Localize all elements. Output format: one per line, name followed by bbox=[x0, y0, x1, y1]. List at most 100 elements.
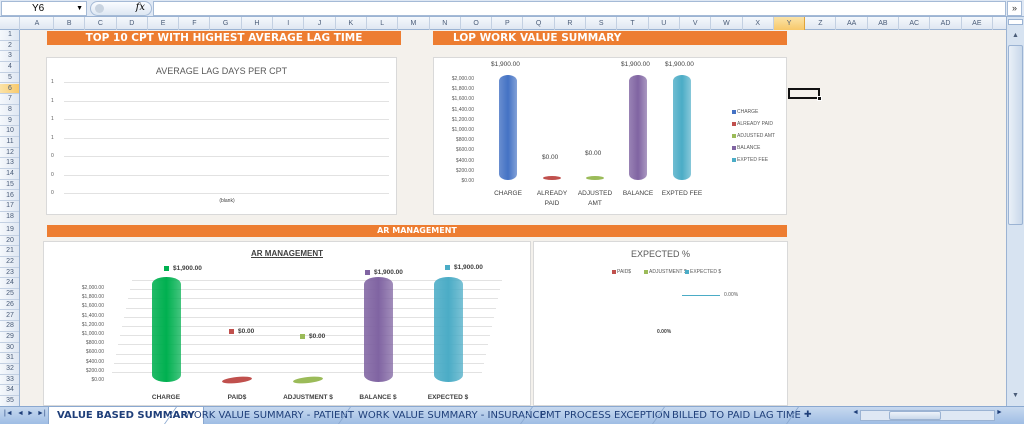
bar-adjustment-[interactable] bbox=[292, 375, 324, 385]
row-header-30[interactable]: 30 bbox=[0, 343, 19, 354]
row-header-21[interactable]: 21 bbox=[0, 246, 19, 257]
splitter-knob-icon[interactable] bbox=[95, 4, 104, 13]
row-header-28[interactable]: 28 bbox=[0, 321, 19, 332]
sheet-tab-billed-to-paid-lag-time[interactable]: BILLED TO PAID LAG TIME bbox=[672, 410, 801, 421]
bar-expected-[interactable] bbox=[434, 277, 463, 382]
row-header-3[interactable]: 3 bbox=[0, 51, 19, 63]
column-header-a[interactable]: A bbox=[21, 17, 54, 30]
row-header-11[interactable]: 11 bbox=[0, 137, 19, 148]
row-header-12[interactable]: 12 bbox=[0, 148, 19, 159]
name-box[interactable]: Y6 ▼ bbox=[1, 1, 87, 16]
row-header-8[interactable]: 8 bbox=[0, 105, 19, 116]
column-header-v[interactable]: V bbox=[680, 17, 712, 30]
legend-item[interactable]: ADJUSTMENT $ bbox=[644, 269, 687, 275]
horizontal-scrollbar[interactable]: ◄ ► bbox=[852, 409, 1003, 422]
scroll-right-arrow-icon[interactable]: ► bbox=[996, 409, 1003, 416]
legend-item[interactable]: ADJUSTED AMT bbox=[732, 133, 775, 139]
scroll-left-arrow-icon[interactable]: ◄ bbox=[852, 409, 859, 416]
row-header-14[interactable]: 14 bbox=[0, 169, 19, 180]
column-header-e[interactable]: E bbox=[148, 17, 180, 30]
column-header-o[interactable]: O bbox=[461, 17, 493, 30]
column-header-b[interactable]: B bbox=[54, 17, 86, 30]
column-header-h[interactable]: H bbox=[242, 17, 274, 30]
column-header-q[interactable]: Q bbox=[524, 17, 555, 30]
column-header-w[interactable]: W bbox=[711, 17, 743, 30]
column-header-l[interactable]: L bbox=[367, 17, 399, 30]
vertical-scroll-thumb[interactable] bbox=[1008, 45, 1023, 225]
chevron-down-icon[interactable]: ▼ bbox=[76, 5, 83, 12]
column-header-r[interactable]: R bbox=[555, 17, 587, 30]
row-header-29[interactable]: 29 bbox=[0, 332, 19, 343]
row-header-7[interactable]: 7 bbox=[0, 94, 19, 105]
row-header-22[interactable]: 22 bbox=[0, 257, 19, 268]
row-header-19[interactable]: 19 bbox=[0, 223, 19, 236]
row-header-4[interactable]: 4 bbox=[0, 62, 19, 73]
row-header-2[interactable]: 2 bbox=[0, 41, 19, 52]
scroll-up-arrow-icon[interactable]: ▲ bbox=[1012, 32, 1019, 39]
selected-cell[interactable] bbox=[788, 88, 822, 101]
chart-lop-work-value[interactable]: $2,000.00 $1,800.00 $1,600.00 $1,400.00 $1,2… bbox=[433, 57, 787, 215]
column-header-j[interactable]: J bbox=[304, 17, 336, 30]
row-header-18[interactable]: 18 bbox=[0, 212, 19, 223]
row-header-20[interactable]: 20 bbox=[0, 236, 19, 247]
insert-function-control[interactable]: fx bbox=[90, 1, 152, 16]
row-header-5[interactable]: 5 bbox=[0, 73, 19, 84]
row-header-34[interactable]: 34 bbox=[0, 385, 19, 397]
chart-ar-management[interactable]: AR MANAGEMENT $2,000.00 $1,800.00 $1,600.0… bbox=[43, 241, 531, 406]
row-header-10[interactable]: 10 bbox=[0, 126, 19, 137]
bar-already-paid[interactable] bbox=[543, 176, 561, 180]
chart-expected-percent[interactable]: EXPECTED % PAID$ ADJUSTMENT $ EXPECTED $ 0… bbox=[533, 241, 788, 406]
worksheet-grid[interactable]: TOP 10 CPT WITH HIGHEST AVERAGE LAG TIME… bbox=[21, 30, 1006, 406]
column-header-ac[interactable]: AC bbox=[899, 17, 931, 30]
row-header-35[interactable]: 35 bbox=[0, 396, 19, 406]
last-sheet-icon[interactable]: ►| bbox=[37, 410, 46, 417]
bar-charge[interactable] bbox=[499, 75, 517, 180]
fill-handle[interactable] bbox=[817, 96, 822, 101]
column-header-ad[interactable]: AD bbox=[930, 17, 962, 30]
bar-paid-[interactable] bbox=[221, 375, 253, 385]
legend-item[interactable]: ALREADY PAID bbox=[732, 121, 773, 127]
sheet-tab-pmt-process-exception[interactable]: PMT PROCESS EXCEPTION bbox=[540, 410, 671, 421]
row-header-27[interactable]: 27 bbox=[0, 311, 19, 322]
column-header-n[interactable]: N bbox=[430, 17, 461, 30]
row-header-13[interactable]: 13 bbox=[0, 158, 19, 170]
column-header-k[interactable]: K bbox=[336, 17, 367, 30]
column-header-g[interactable]: G bbox=[211, 17, 242, 30]
column-header-y[interactable]: Y bbox=[773, 17, 806, 30]
column-header-p[interactable]: P bbox=[492, 17, 524, 30]
column-header-s[interactable]: S bbox=[586, 17, 618, 30]
column-header-aa[interactable]: AA bbox=[837, 17, 868, 30]
select-all-corner[interactable] bbox=[0, 17, 20, 30]
column-header-ae[interactable]: AE bbox=[962, 17, 993, 30]
bar-charge[interactable] bbox=[152, 277, 181, 382]
legend-item[interactable]: CHARGE bbox=[732, 109, 758, 115]
column-header-x[interactable]: X bbox=[743, 17, 774, 30]
legend-item[interactable]: EXPTED FEE bbox=[732, 157, 768, 163]
column-header-z[interactable]: Z bbox=[805, 17, 837, 30]
split-box[interactable] bbox=[1008, 19, 1023, 25]
bar-balance-[interactable] bbox=[364, 277, 393, 382]
row-header-15[interactable]: 15 bbox=[0, 180, 19, 191]
horizontal-scroll-track[interactable] bbox=[860, 410, 995, 421]
row-header-23[interactable]: 23 bbox=[0, 268, 19, 279]
bar-expted-fee[interactable] bbox=[673, 75, 691, 180]
column-header-f[interactable]: F bbox=[179, 17, 211, 30]
scroll-down-arrow-icon[interactable]: ▼ bbox=[1012, 392, 1019, 399]
row-header-16[interactable]: 16 bbox=[0, 191, 19, 202]
horizontal-scroll-thumb[interactable] bbox=[889, 411, 941, 420]
prev-sheet-icon[interactable]: ◄ bbox=[17, 410, 24, 417]
row-header-32[interactable]: 32 bbox=[0, 364, 19, 375]
vertical-scrollbar[interactable]: ▲ ▼ bbox=[1006, 17, 1024, 406]
insert-sheet-button[interactable]: ✚ bbox=[804, 410, 812, 420]
sheet-tab-work-value-summary-patient[interactable]: WORK VALUE SUMMARY - PATIENT bbox=[184, 410, 354, 421]
column-header-d[interactable]: D bbox=[117, 17, 148, 30]
function-icon[interactable]: fx bbox=[135, 2, 145, 13]
formula-input[interactable] bbox=[153, 1, 1006, 16]
row-header-17[interactable]: 17 bbox=[0, 201, 19, 212]
legend-item[interactable]: BALANCE bbox=[732, 145, 760, 151]
column-header-c[interactable]: C bbox=[85, 17, 117, 30]
row-header-24[interactable]: 24 bbox=[0, 278, 19, 290]
row-header-9[interactable]: 9 bbox=[0, 116, 19, 127]
sheet-tab-value-based-summary[interactable]: VALUE BASED SUMMARY bbox=[48, 407, 204, 424]
column-header-i[interactable]: I bbox=[273, 17, 305, 30]
